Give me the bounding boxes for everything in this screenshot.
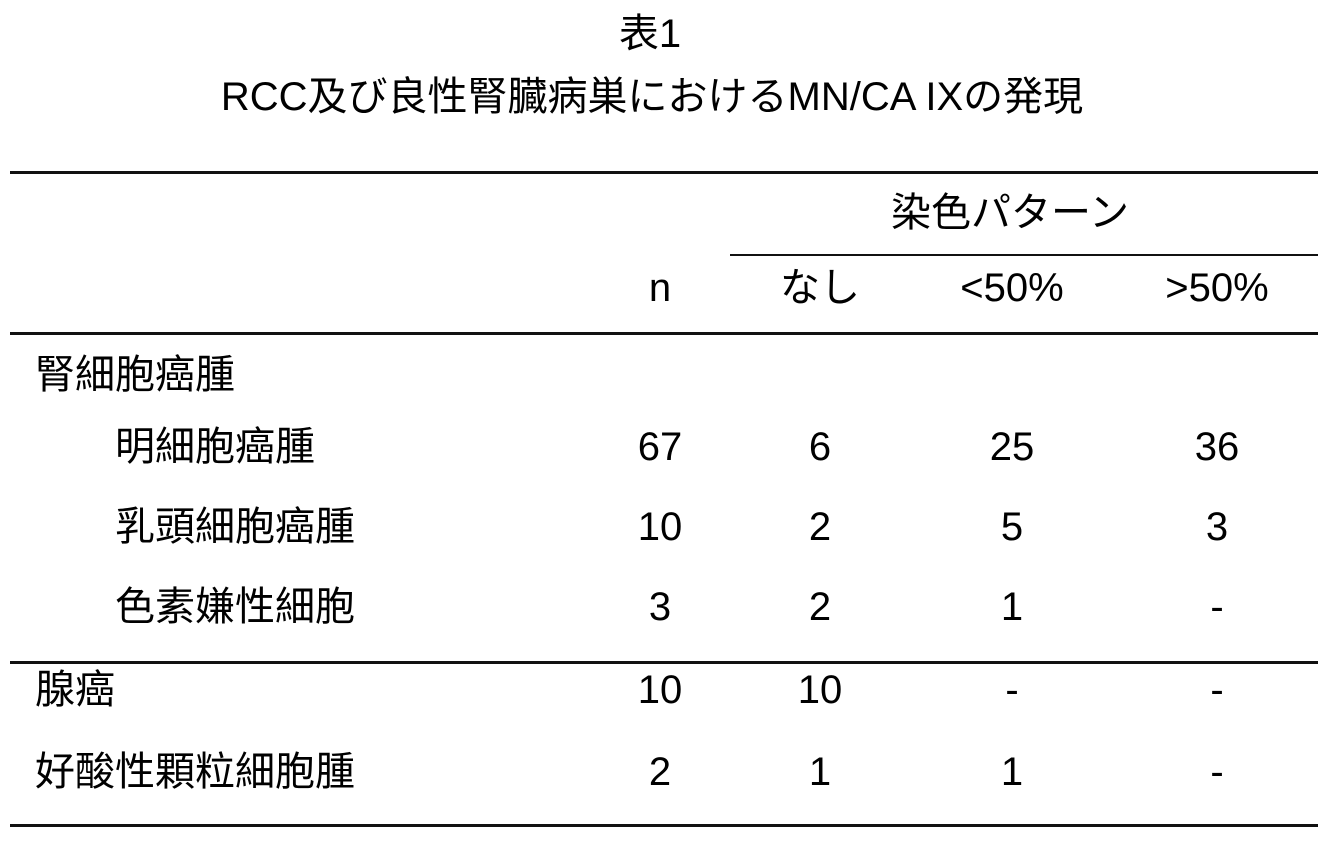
table-cell: 1 xyxy=(809,752,831,792)
table-cell: 3 xyxy=(649,587,671,627)
table-cell: 2 xyxy=(649,752,671,792)
table-cell: 2 xyxy=(809,507,831,547)
table-cell: - xyxy=(1210,587,1223,627)
table-cell: 25 xyxy=(990,427,1035,467)
table-cell: 2 xyxy=(809,587,831,627)
table-cell: 10 xyxy=(638,507,683,547)
row-label: 好酸性顆粒細胞腫 xyxy=(35,752,355,792)
group-header: 染色パターン xyxy=(891,193,1129,233)
row-label: 腎細胞癌腫 xyxy=(35,355,235,395)
table-cell: - xyxy=(1210,752,1223,792)
col-header-lt50: <50% xyxy=(960,268,1063,308)
col-header-gt50: >50% xyxy=(1165,268,1268,308)
table-cell: 6 xyxy=(809,427,831,467)
table-label: 表1 xyxy=(619,14,681,54)
table-cell: 10 xyxy=(638,670,683,710)
table-cell: 36 xyxy=(1195,427,1240,467)
table-cell: 67 xyxy=(638,427,683,467)
row-label: 腺癌 xyxy=(35,670,115,710)
top-rule xyxy=(10,171,1318,174)
section-rule xyxy=(10,661,1318,664)
table-cell: 1 xyxy=(1001,587,1023,627)
table-cell: 3 xyxy=(1206,507,1228,547)
table-cell: 1 xyxy=(1001,752,1023,792)
table-cell: - xyxy=(1005,670,1018,710)
table-cell: - xyxy=(1210,670,1223,710)
row-label: 明細胞癌腫 xyxy=(115,427,315,467)
row-label: 色素嫌性細胞 xyxy=(115,587,355,627)
col-header-n: n xyxy=(649,268,671,308)
row-label: 乳頭細胞癌腫 xyxy=(115,507,355,547)
col-header-none: なし xyxy=(780,268,860,308)
table-cell: 5 xyxy=(1001,507,1023,547)
header-rule xyxy=(10,332,1318,335)
group-rule xyxy=(730,254,1318,256)
table-title: RCC及び良性腎臓病巣におけるMN/CA IXの発現 xyxy=(221,77,1083,117)
bottom-rule xyxy=(10,824,1318,827)
table-cell: 10 xyxy=(798,670,843,710)
